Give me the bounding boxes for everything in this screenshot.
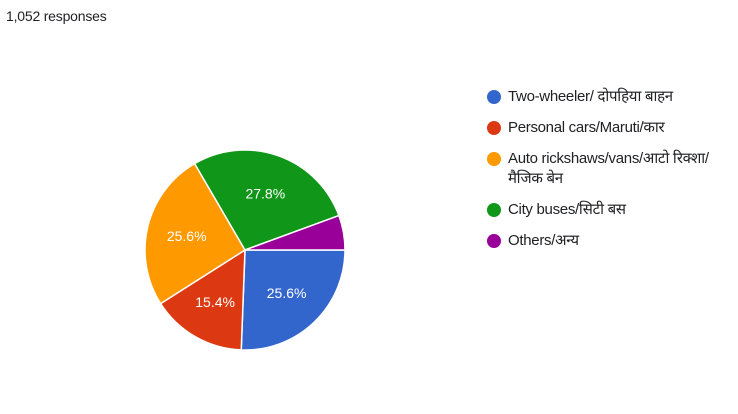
legend-item-others[interactable]: Others/अन्य xyxy=(487,231,732,251)
response-count: 1,052 responses xyxy=(6,8,107,24)
pie-slice-city-buses[interactable] xyxy=(193,149,340,251)
pie-slice-auto-rickshaws[interactable] xyxy=(144,162,246,305)
legend-swatch-city-buses xyxy=(487,203,501,217)
legend-label-personal-cars: Personal cars/Maruti/कार xyxy=(508,119,665,136)
pie-slice-others[interactable] xyxy=(244,214,346,251)
pie-label-personal-cars: 15.4% xyxy=(195,294,235,310)
pie-label-two-wheeler: 25.6% xyxy=(267,285,307,301)
legend-label-two-wheeler: Two-wheeler/ दोपहिया बाहन xyxy=(508,88,673,105)
legend-label-auto-rickshaws: Auto rickshaws/vans/आटो रिक्शा/मैजिक बेन xyxy=(508,150,709,187)
legend-swatch-two-wheeler xyxy=(487,90,501,104)
pie-label-city-buses: 27.8% xyxy=(245,186,285,202)
legend-item-auto-rickshaws[interactable]: Auto rickshaws/vans/आटो रिक्शा/मैजिक बेन xyxy=(487,149,732,189)
chart-legend: Two-wheeler/ दोपहिया बाहन Personal cars/… xyxy=(487,87,732,262)
legend-swatch-auto-rickshaws xyxy=(487,152,501,166)
legend-item-personal-cars[interactable]: Personal cars/Maruti/कार xyxy=(487,118,732,138)
legend-item-city-buses[interactable]: City buses/सिटी बस xyxy=(487,200,732,220)
legend-label-city-buses: City buses/सिटी बस xyxy=(508,201,626,218)
legend-swatch-personal-cars xyxy=(487,121,501,135)
legend-swatch-others xyxy=(487,234,501,248)
pie-slice-personal-cars[interactable] xyxy=(159,249,246,351)
legend-label-others: Others/अन्य xyxy=(508,232,579,249)
legend-item-two-wheeler[interactable]: Two-wheeler/ दोपहिया बाहन xyxy=(487,87,732,107)
pie-slice-two-wheeler[interactable] xyxy=(240,249,346,351)
pie-label-auto-rickshaws: 25.6% xyxy=(167,228,207,244)
